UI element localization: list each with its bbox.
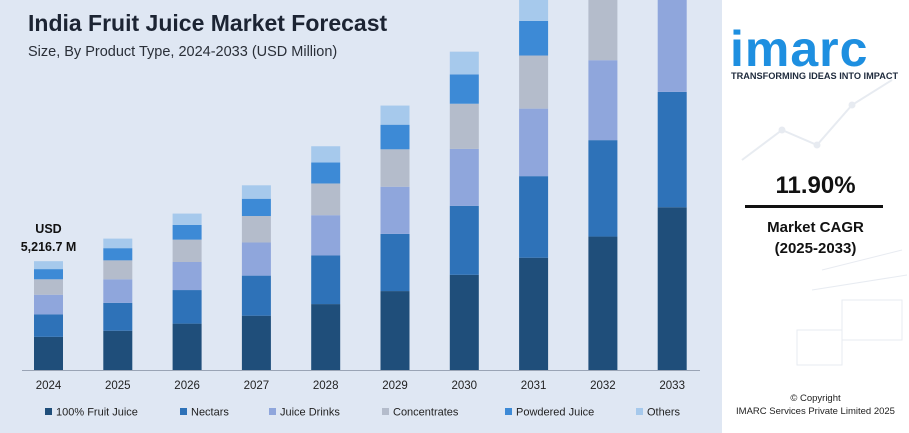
- bar-segment-2031-1: [519, 176, 549, 258]
- bar-segment-2024-2: [34, 294, 63, 315]
- bar-segment-2025-0: [103, 330, 133, 370]
- bar-segment-2030-0: [449, 274, 479, 370]
- x-tick-label: 2031: [521, 380, 547, 392]
- bar-segment-2025-3: [103, 260, 133, 280]
- bar-segment-2029-2: [380, 186, 410, 234]
- bar-segment-2026-1: [172, 290, 202, 324]
- x-tick-label: 2026: [174, 380, 200, 392]
- bar-segment-2025-1: [103, 302, 133, 331]
- bar-segment-2026-3: [172, 239, 202, 262]
- bar-segment-2027-1: [241, 275, 271, 316]
- bar-segment-2029-0: [380, 291, 410, 370]
- bar-segment-2026-0: [172, 323, 202, 370]
- bar-segment-2030-1: [449, 205, 479, 275]
- total-annotation-line: USD: [35, 222, 61, 236]
- legend-swatch: [180, 408, 187, 415]
- bar-segment-2030-2: [449, 148, 479, 206]
- total-annotation-line: 5,216.7 M: [21, 240, 77, 254]
- bar-segment-2032-3: [588, 0, 618, 61]
- bar-segment-2026-2: [172, 261, 202, 291]
- bar-segment-2029-4: [380, 124, 410, 150]
- legend-swatch: [45, 408, 52, 415]
- bar-segment-2030-3: [449, 103, 479, 149]
- background-decoration: [741, 79, 908, 366]
- chart-subtitle: Size, By Product Type, 2024-2033 (USD Mi…: [28, 44, 338, 60]
- bar-segment-2028-5: [311, 146, 341, 163]
- bar-segment-2024-5: [34, 261, 63, 270]
- stacked-bar-chart: 2024 2025 2026 2027 2028 2029 2030 2031 2032 2033…: [21, 0, 700, 419]
- x-tick-label: 2029: [382, 380, 408, 392]
- bar-segment-2027-2: [241, 242, 271, 276]
- bar-segment-2033-0: [657, 207, 687, 370]
- cagr-divider: [745, 205, 883, 208]
- bar-segment-2032-1: [588, 140, 618, 237]
- bar-segment-2028-4: [311, 162, 341, 184]
- bar-segment-2027-3: [241, 216, 271, 243]
- bar-segment-2032-2: [588, 60, 618, 141]
- logo-tagline: TRANSFORMING IDEAS INTO IMPACT: [731, 71, 899, 81]
- bar-segment-2028-2: [311, 215, 341, 256]
- bar-segment-2033-2: [657, 0, 687, 92]
- x-tick-label: 2032: [590, 380, 616, 392]
- legend-label: Others: [647, 407, 681, 419]
- cagr-value: 11.90%: [775, 172, 856, 199]
- bar-segment-2025-4: [103, 248, 133, 261]
- bar-segment-2031-3: [519, 55, 549, 109]
- bar-segment-2024-3: [34, 279, 63, 295]
- chart-title: India Fruit Juice Market Forecast: [28, 10, 388, 36]
- bar-segment-2028-1: [311, 255, 341, 305]
- bar-segment-2030-5: [449, 51, 479, 75]
- legend-swatch: [636, 408, 643, 415]
- x-tick-label: 2028: [313, 380, 339, 392]
- copyright-label: © Copyright: [790, 393, 841, 404]
- x-tick-label: 2030: [452, 380, 478, 392]
- bar-segment-2024-1: [34, 314, 63, 337]
- bar-segment-2029-3: [380, 149, 410, 187]
- bar-segment-2033-1: [657, 91, 687, 208]
- legend-label: Juice Drinks: [280, 407, 340, 419]
- bar-segment-2031-0: [519, 257, 549, 370]
- bar-segment-2027-5: [241, 185, 271, 199]
- legend-swatch: [382, 408, 389, 415]
- legend-label: Powdered Juice: [516, 407, 594, 419]
- bar-segment-2026-5: [172, 213, 202, 225]
- legend-label: Nectars: [191, 407, 229, 419]
- bar-segment-2025-5: [103, 238, 133, 249]
- imarc-logo: imarc: [730, 21, 869, 77]
- bar-segment-2027-4: [241, 198, 271, 217]
- x-tick-label: 2024: [36, 380, 62, 392]
- bar-segment-2027-0: [241, 315, 271, 370]
- cagr-label: Market CAGR: [767, 219, 864, 236]
- bar-segment-2029-1: [380, 233, 410, 292]
- bar-segment-2024-0: [34, 336, 63, 370]
- legend-label: 100% Fruit Juice: [56, 407, 138, 419]
- bar-segment-2028-0: [311, 304, 341, 370]
- legend-label: Concentrates: [393, 407, 459, 419]
- x-tick-label: 2027: [244, 380, 270, 392]
- copyright-company: IMARC Services Private Limited 2025: [736, 406, 895, 417]
- x-tick-label: 2033: [659, 380, 685, 392]
- bar-segment-2026-4: [172, 224, 202, 240]
- bar-segment-2031-2: [519, 108, 549, 177]
- info-panel: [722, 0, 909, 433]
- cagr-period: (2025-2033): [774, 240, 857, 257]
- bar-segment-2028-3: [311, 183, 341, 216]
- bar-segment-2029-5: [380, 105, 410, 125]
- legend-swatch: [505, 408, 512, 415]
- x-tick-label: 2025: [105, 380, 131, 392]
- legend-swatch: [269, 408, 276, 415]
- bar-segment-2024-4: [34, 269, 63, 280]
- bar-segment-2025-2: [103, 279, 133, 303]
- bar-segment-2032-0: [588, 236, 618, 370]
- bar-segment-2030-4: [449, 74, 479, 104]
- bar-segment-2031-5: [519, 0, 549, 21]
- bar-segment-2031-4: [519, 20, 549, 56]
